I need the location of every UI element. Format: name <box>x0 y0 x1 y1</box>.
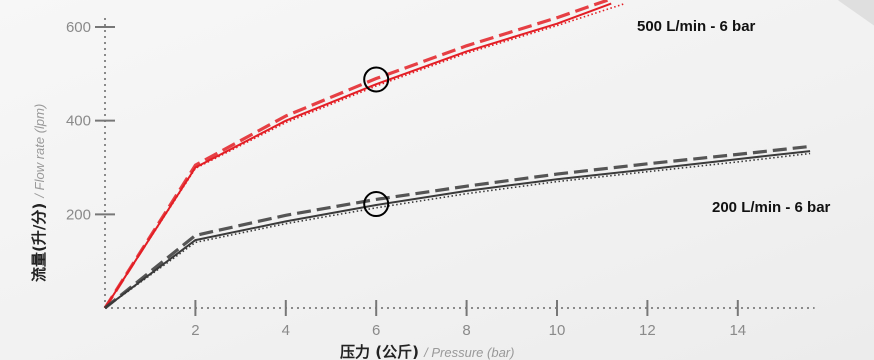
x-axis-title-sub: / Pressure (bar) <box>423 345 514 360</box>
x-tick-label: 6 <box>372 322 380 339</box>
x-tick-label: 14 <box>729 322 746 339</box>
series-2-marker <box>363 191 390 218</box>
y-axis-title-main: 流量(升/分) <box>30 198 48 282</box>
y-axis-title-sub: / Flow rate (lpm) <box>32 104 47 199</box>
x-tick-label: 8 <box>462 322 470 339</box>
axes <box>95 15 815 316</box>
series-2-dashed-line <box>103 144 811 310</box>
y-tick-label: 200 <box>66 206 91 223</box>
series-1-dotted-line <box>104 2 626 309</box>
x-axis-title: 压力 (公斤) / Pressure (bar) <box>340 343 514 360</box>
series-1-label: 500 L/min - 6 bar <box>637 18 756 35</box>
y-tick-label: 400 <box>66 113 91 130</box>
x-tick-label: 4 <box>282 322 290 339</box>
labels: 2 4 6 8 10 12 14 200 400 600 500 L/min - 6 bar 200 … <box>30 18 831 360</box>
x-tick-label: 12 <box>639 322 656 339</box>
series-1-marker <box>363 66 390 93</box>
series-1-dashed-line <box>103 0 612 309</box>
series-1-solid-line <box>104 2 612 309</box>
y-tick-label: 600 <box>66 19 91 36</box>
x-tick-label: 10 <box>549 322 566 339</box>
markers <box>363 66 390 218</box>
curves <box>103 0 811 310</box>
y-axis-title: 流量(升/分) / Flow rate (lpm) <box>30 104 48 282</box>
series-2-label: 200 L/min - 6 bar <box>712 199 831 216</box>
x-axis-title-main: 压力 (公斤) <box>340 343 424 360</box>
series-2-solid-line <box>104 150 811 309</box>
x-tick-label: 2 <box>191 322 199 339</box>
